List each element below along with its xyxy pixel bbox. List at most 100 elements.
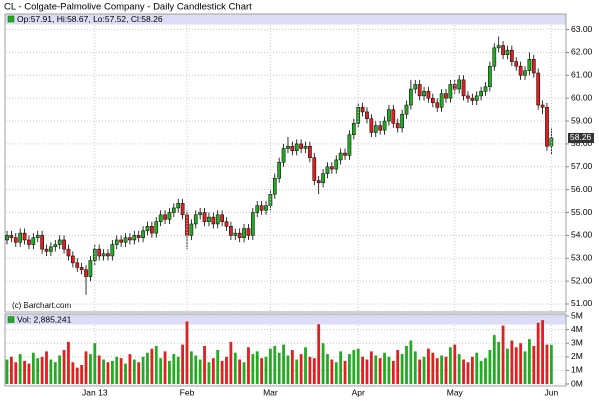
candle-body	[426, 91, 431, 99]
volume-info-band	[5, 314, 566, 325]
candle-body	[259, 205, 264, 211]
volume-bar	[93, 343, 97, 384]
candle-body	[215, 214, 220, 225]
candle-body	[439, 93, 444, 108]
volume-bar	[462, 359, 465, 384]
candle-body	[193, 214, 198, 225]
y-tick-label: 55.00	[571, 207, 593, 217]
y-tick-label: 0M	[571, 378, 583, 388]
volume-bar	[163, 351, 167, 384]
volume-bar	[67, 341, 70, 384]
watermark: (c) Barchart.com	[12, 301, 71, 310]
y-tick-label: 60.00	[571, 92, 593, 102]
candle-body	[536, 72, 541, 106]
volume-bar	[549, 344, 553, 384]
volume-bar	[23, 360, 26, 384]
candle-body	[75, 262, 80, 268]
volume-bar	[528, 339, 531, 384]
candle-body	[114, 239, 119, 245]
y-tick-label: 61.00	[571, 70, 593, 80]
candle-body	[496, 45, 501, 49]
candle-body	[246, 228, 251, 236]
volume-bar	[405, 345, 408, 384]
volume-bar	[479, 360, 483, 384]
volume-bar	[176, 356, 180, 384]
volume-bar	[119, 358, 123, 384]
candle-body	[545, 107, 549, 147]
volume-bar	[251, 354, 255, 384]
candle-body	[527, 59, 532, 71]
volume-bar	[255, 351, 259, 384]
volume-bar	[497, 341, 501, 384]
volume-bar	[304, 347, 307, 384]
volume-bar	[470, 356, 474, 384]
candle-body	[88, 260, 93, 277]
volume-bar	[137, 362, 141, 384]
volume-bar	[5, 359, 9, 384]
y-tick-label: 56.00	[571, 184, 593, 194]
candle-body	[119, 239, 123, 243]
y-tick-label: 4M	[571, 324, 583, 334]
y-tick-label: 5M	[571, 310, 583, 320]
volume-bar	[18, 354, 22, 384]
candle-body	[237, 232, 242, 238]
volume-bar	[453, 344, 457, 384]
volume-bar	[53, 362, 57, 384]
candle-body	[430, 97, 435, 104]
volume-bar	[150, 348, 154, 384]
candle-body	[202, 212, 207, 222]
volume-bar	[49, 359, 53, 384]
candle-body	[35, 235, 40, 238]
candle-body	[132, 235, 137, 241]
volume-bar	[383, 352, 386, 384]
volume-bar	[536, 322, 540, 384]
candle-body	[207, 216, 211, 222]
candle-body	[233, 232, 238, 236]
candle-body	[510, 49, 514, 62]
volume-bar	[431, 352, 435, 384]
volume-bar	[207, 362, 211, 384]
volume-bar	[334, 362, 338, 384]
candle-body	[338, 152, 343, 161]
y-tick-label: 57.00	[571, 161, 593, 171]
candle-body	[224, 221, 229, 227]
candle-body	[211, 216, 216, 225]
candle-body	[299, 143, 303, 149]
candle-body	[53, 244, 58, 248]
candle-body	[198, 212, 203, 216]
volume-bar	[356, 348, 360, 384]
candle-body	[452, 84, 457, 90]
candle-body	[474, 95, 479, 101]
candle-body	[316, 180, 321, 184]
candle-body	[479, 91, 483, 97]
candle-body	[378, 125, 382, 131]
candle-body	[220, 214, 224, 222]
volume-bar	[216, 350, 220, 384]
volume-bar	[312, 358, 316, 384]
volume-bar	[273, 345, 277, 384]
candle-body	[22, 232, 27, 241]
volume-bar	[14, 362, 18, 384]
candle-body	[9, 235, 14, 238]
candle-body	[343, 152, 347, 156]
candle-body	[27, 239, 31, 245]
volume-bar	[400, 354, 404, 384]
candle-body	[330, 166, 334, 170]
candle-body	[110, 244, 115, 257]
candle-body	[158, 214, 163, 222]
volume-bar	[514, 347, 518, 384]
volume-bar	[154, 345, 158, 384]
volume-bar	[541, 320, 544, 384]
candle-body	[404, 104, 409, 115]
volume-bar	[80, 364, 84, 384]
volume-bar	[290, 350, 294, 384]
price-info: Op:57.91, Hi:58.67, Lo:57.52, Cl:58.26	[17, 14, 163, 24]
candle-body	[391, 109, 396, 124]
volume-bar	[31, 352, 35, 384]
candle-body	[303, 145, 308, 149]
volume-bar	[532, 345, 536, 384]
volume-bar	[348, 354, 351, 384]
info-band	[5, 14, 566, 25]
candle-body	[264, 205, 268, 211]
volume-bar	[369, 351, 373, 384]
